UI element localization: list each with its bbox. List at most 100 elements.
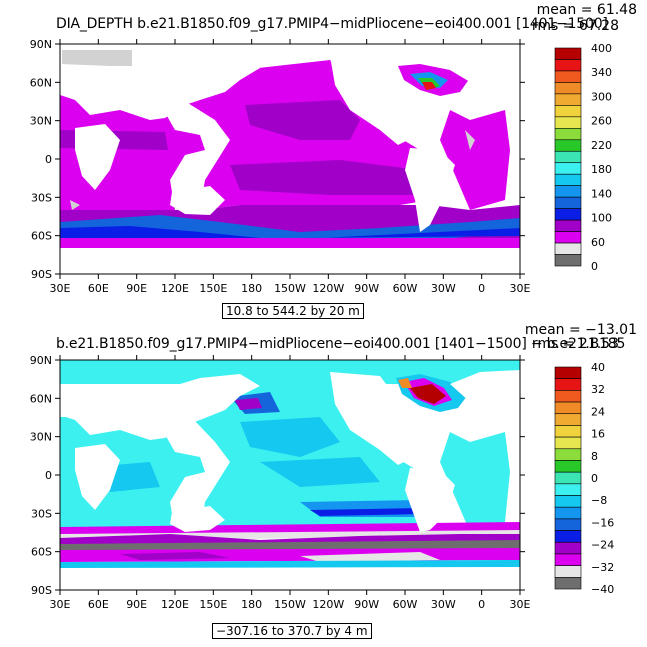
colorbar-swatch xyxy=(554,185,582,198)
colorbar-swatch xyxy=(554,105,582,118)
colorbar-label: 8 xyxy=(591,450,598,463)
chart-panel-dia-depth: DIA_DEPTH b.e21.B1850.f09_g17.PMIP4−midP… xyxy=(0,0,647,323)
colorbar-swatch xyxy=(554,254,582,267)
colorbar-label: 0 xyxy=(591,472,598,485)
chart-title: DIA_DEPTH b.e21.B1850.f09_g17.PMIP4−midP… xyxy=(56,16,608,32)
colorbar-swatch xyxy=(554,553,582,566)
y-tick-label: 90N xyxy=(30,354,52,367)
x-tick-label: 30E xyxy=(510,598,531,611)
colorbar-swatch xyxy=(554,565,582,578)
colorbar-label: −16 xyxy=(591,516,614,529)
y-tick-label: 90S xyxy=(31,268,52,281)
x-tick-label: 30W xyxy=(431,598,456,611)
colorbar-swatch xyxy=(554,150,582,164)
x-tick-label: 30E xyxy=(510,282,531,295)
x-tick-label: 30E xyxy=(50,282,71,295)
colorbar-label: 220 xyxy=(591,139,612,152)
colorbar-swatch xyxy=(554,47,582,60)
x-tick-label: 30E xyxy=(50,598,71,611)
colorbar-swatch xyxy=(554,577,582,590)
rms-stat: rms = 21.53 xyxy=(531,336,619,352)
colorbar-label: 140 xyxy=(591,187,612,200)
x-tick-label: 60E xyxy=(88,598,109,611)
x-tick-label: 150E xyxy=(199,598,227,611)
colorbar-swatch xyxy=(554,401,582,415)
colorbar-label: 24 xyxy=(591,405,605,418)
x-tick-label: 120E xyxy=(161,598,189,611)
ocean-field xyxy=(60,360,520,590)
colorbar-swatch xyxy=(554,448,582,461)
mean-stat: mean = −13.01 xyxy=(524,322,637,338)
colorbar-swatch xyxy=(554,139,582,152)
y-tick-label: 90S xyxy=(31,584,52,597)
colorbar-label: 60 xyxy=(591,236,605,249)
colorbar-label: 40 xyxy=(591,361,605,374)
colorbar-swatch xyxy=(554,173,582,186)
colorbar-label: 260 xyxy=(591,115,612,128)
x-tick-label: 150W xyxy=(274,282,306,295)
colorbar-swatch xyxy=(554,495,582,508)
colorbar-swatch xyxy=(554,471,582,485)
y-tick-label: 90N xyxy=(30,38,52,51)
y-tick-label: 60N xyxy=(30,76,52,89)
range-label: −307.16 to 370.7 by 4 m xyxy=(212,623,372,639)
colorbar-label: −40 xyxy=(591,583,614,596)
colorbar-swatch xyxy=(554,390,582,403)
colorbar: 40 32 24 16 8 0 −8 −16 −24 −32 −40 xyxy=(554,361,614,596)
colorbar-label: −8 xyxy=(591,494,607,507)
x-tick-label: 60W xyxy=(393,282,418,295)
x-tick-label: 150W xyxy=(274,598,306,611)
x-tick-label: 0 xyxy=(478,282,485,295)
x-tick-label: 150E xyxy=(199,282,227,295)
colorbar-label: 340 xyxy=(591,66,612,79)
y-tick-label: 30S xyxy=(31,191,52,204)
colorbar-label: 100 xyxy=(591,212,612,225)
colorbar-swatch xyxy=(554,242,582,255)
colorbar-label: 400 xyxy=(591,42,612,55)
colorbar-swatch xyxy=(554,460,582,473)
colorbar-swatch xyxy=(554,378,582,391)
rms-stat: rms = 67.28 xyxy=(531,18,619,34)
colorbar-swatch xyxy=(554,93,582,106)
y-tick-label: 30N xyxy=(30,115,52,128)
colorbar-swatch xyxy=(554,116,582,129)
colorbar-swatch xyxy=(554,231,582,244)
x-tick-label: 90W xyxy=(354,282,379,295)
colorbar-label: 32 xyxy=(591,383,605,396)
axis-ticks: 30E 60E 90E 120E 150E 180 150W 120W 90W 60W 30W 0 30… xyxy=(30,354,531,611)
y-tick-label: 0 xyxy=(45,469,52,482)
colorbar-label: 0 xyxy=(591,260,598,273)
x-tick-label: 90E xyxy=(126,282,147,295)
colorbar-label: 180 xyxy=(591,163,612,176)
x-tick-label: 120W xyxy=(312,282,344,295)
range-label: 10.8 to 544.2 by 20 m xyxy=(222,303,364,319)
colorbar-swatch xyxy=(554,208,582,221)
colorbar-swatch xyxy=(554,82,582,95)
colorbar-label: −32 xyxy=(591,561,614,574)
colorbar-swatch xyxy=(554,436,582,450)
y-tick-label: 60N xyxy=(30,392,52,405)
colorbar-swatch xyxy=(554,70,582,83)
x-tick-label: 60E xyxy=(88,282,109,295)
colorbar-swatch xyxy=(554,541,582,555)
chart-panel-difference: b.e21.B1850.f09_g17.PMIP4−midPliocene−eo… xyxy=(0,322,647,645)
colorbar-label: 16 xyxy=(591,428,605,441)
x-tick-label: 90W xyxy=(354,598,379,611)
colorbar-swatch xyxy=(554,530,582,543)
colorbar-label: 300 xyxy=(591,90,612,103)
colorbar-swatch xyxy=(554,128,582,141)
colorbar-swatch xyxy=(554,196,582,209)
colorbar-swatch xyxy=(554,483,582,496)
y-tick-label: 30N xyxy=(30,431,52,444)
x-tick-label: 180 xyxy=(241,282,262,295)
y-tick-label: 60S xyxy=(31,546,52,559)
axis-ticks: 30E 60E 90E 120E 150E 180 150W 120W 90W 60W 30W 0 30… xyxy=(30,38,531,295)
colorbar-swatch xyxy=(554,162,582,175)
colorbar-label: −24 xyxy=(591,539,614,552)
chart-title: b.e21.B1850.f09_g17.PMIP4−midPliocene−eo… xyxy=(56,336,626,352)
ocean-field xyxy=(60,44,520,274)
colorbar-swatch xyxy=(554,425,582,438)
colorbar-swatch xyxy=(554,413,582,426)
x-tick-label: 60W xyxy=(393,598,418,611)
x-tick-label: 90E xyxy=(126,598,147,611)
